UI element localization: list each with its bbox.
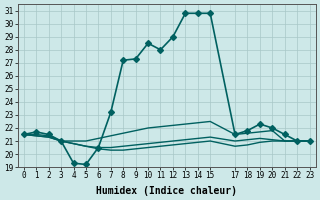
X-axis label: Humidex (Indice chaleur): Humidex (Indice chaleur) [96, 186, 237, 196]
